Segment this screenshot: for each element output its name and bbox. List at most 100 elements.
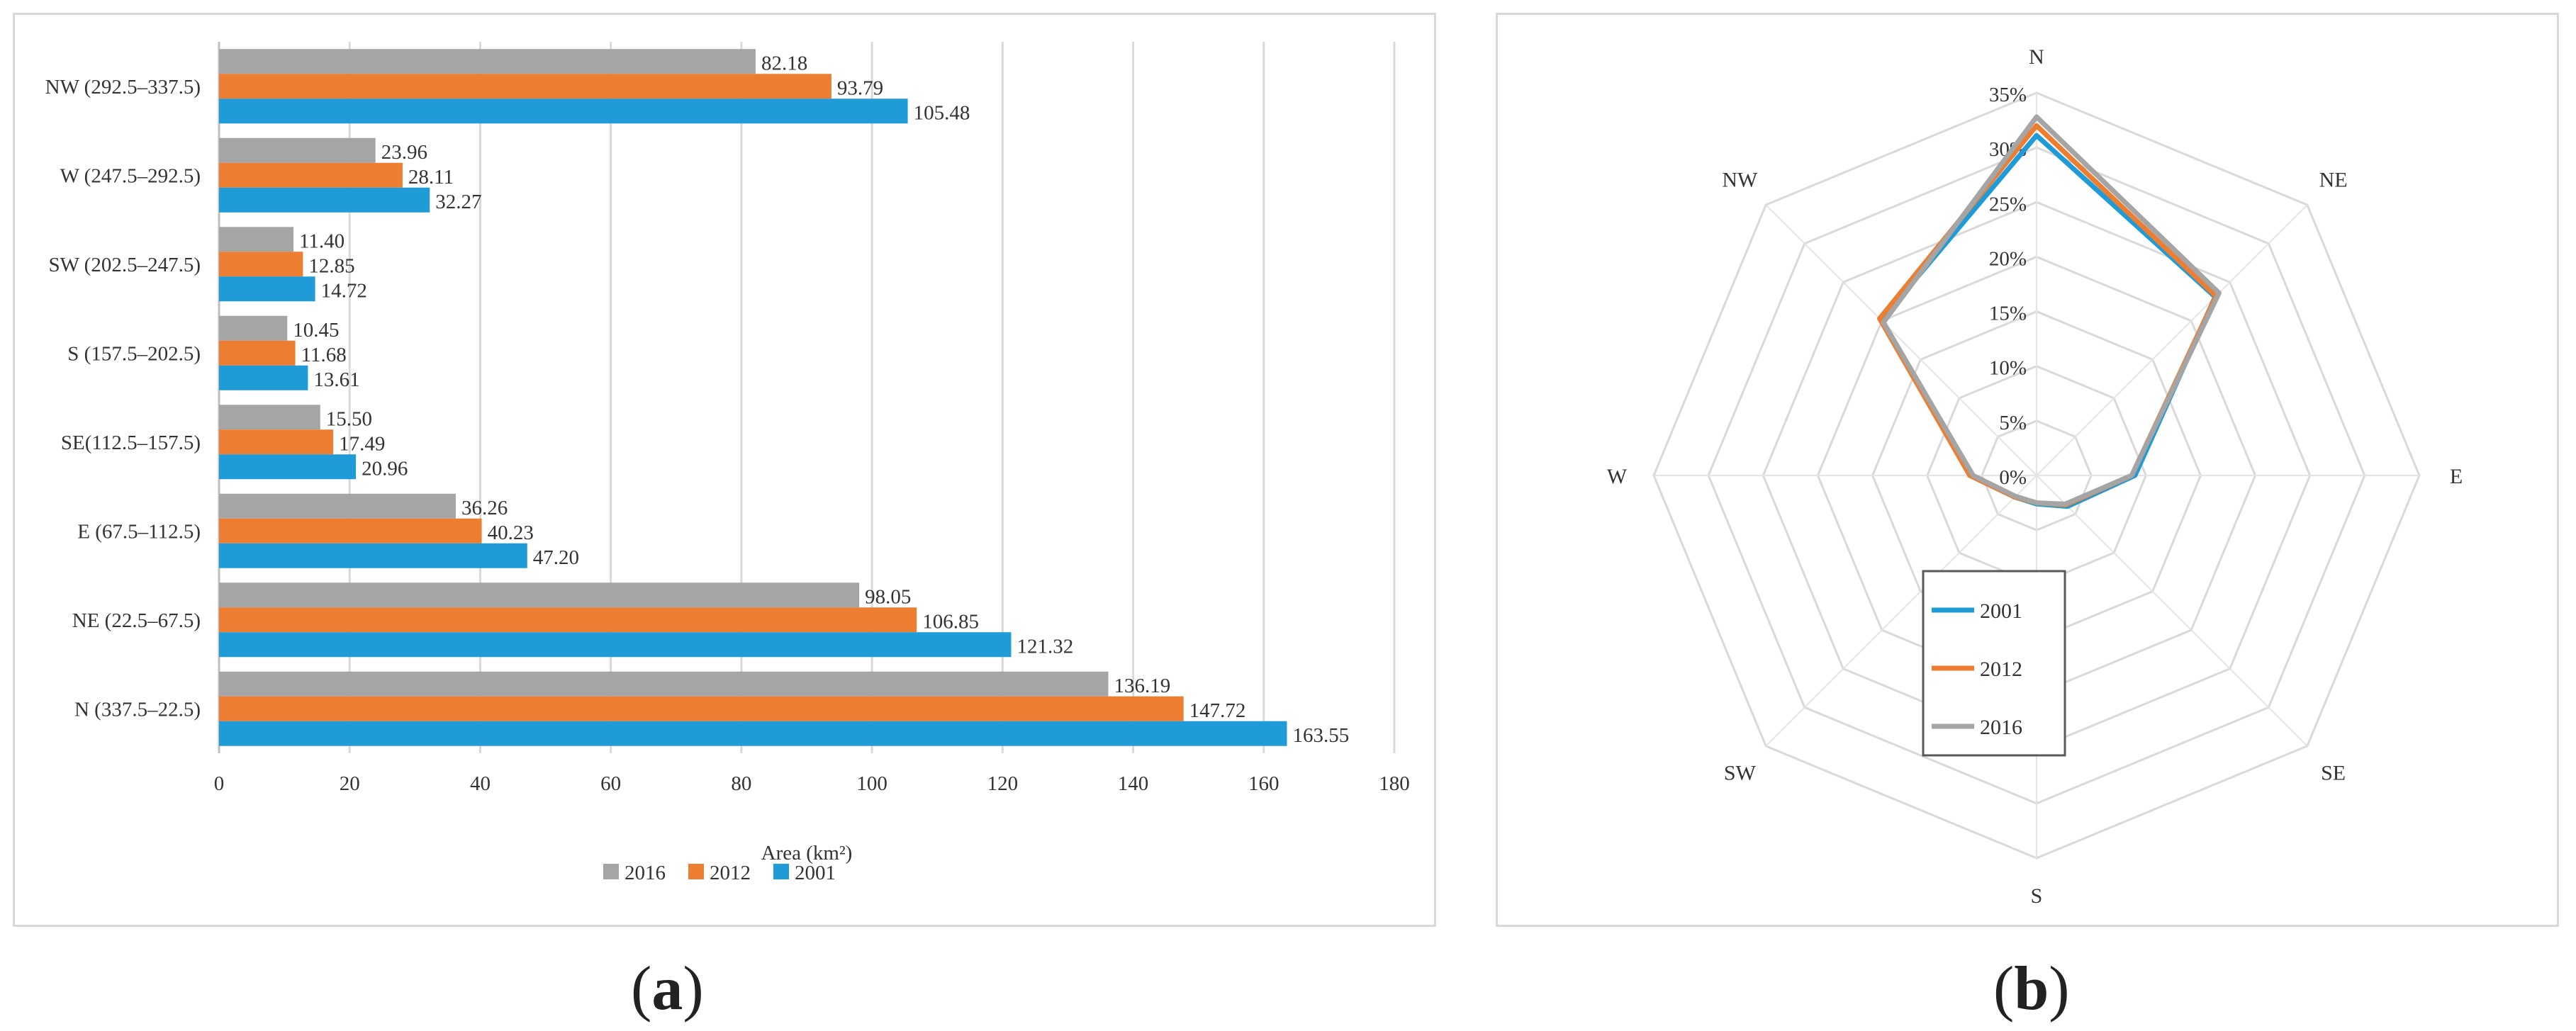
data-label: 14.72 (321, 279, 367, 302)
data-label: 11.68 (301, 344, 347, 366)
bar-2016 (219, 49, 756, 74)
radar-spoke (1765, 475, 2037, 747)
caption-a: (a) (631, 954, 704, 1023)
legend-label: 2016 (1980, 716, 2022, 739)
data-label: 32.27 (435, 191, 481, 213)
r-tick-label: 10% (1989, 357, 2027, 380)
bar-2012 (219, 74, 831, 99)
data-label: 15.50 (326, 407, 372, 430)
data-label: 47.20 (533, 546, 579, 569)
legend-swatch-2001 (773, 864, 789, 879)
category-label: NE (22.5–67.5) (72, 609, 201, 632)
radar-axis-label: W (1607, 465, 1628, 488)
data-label: 93.79 (837, 77, 883, 99)
category-label: W (247.5–292.5) (60, 164, 201, 187)
bar-chart-panel: 0 20 40 60 80 100 120 140 160 180 N (337.5–22.5) 13… (13, 13, 1436, 927)
category-label: N (337.5–22.5) (74, 698, 201, 721)
x-tick-label: 20 (340, 772, 360, 795)
bar-2012 (219, 162, 403, 188)
bar-2001 (219, 98, 908, 124)
bar-2001 (219, 543, 527, 568)
bar-chart: 0 20 40 60 80 100 120 140 160 180 N (337.5–22.5) 13… (45, 42, 1410, 884)
radar-axis-label: SE (2321, 762, 2346, 785)
legend-swatch-2016 (603, 864, 619, 879)
category-label: E (67.5–112.5) (77, 520, 201, 543)
data-label: 11.40 (299, 230, 345, 252)
data-label: 36.26 (461, 497, 508, 519)
radar-axis-label: NE (2319, 168, 2348, 191)
radar-axis-label: S (2031, 884, 2043, 908)
bar-2012 (219, 696, 1184, 721)
data-label: 98.05 (865, 585, 911, 608)
data-label: 147.72 (1189, 699, 1246, 722)
bar-2012 (219, 252, 303, 277)
bar-2016 (219, 315, 288, 341)
r-tick-label: 20% (1989, 247, 2027, 270)
data-label: 12.85 (308, 254, 354, 277)
radar-chart-panel: 0% 5% 10% 15% 20% 25% 30% 35% N NE E SE S SW W NW 2001 20… (1496, 13, 2559, 927)
data-label: 136.19 (1114, 675, 1170, 697)
bar-2016 (219, 137, 376, 163)
bar-2001 (219, 187, 430, 213)
data-label: 23.96 (381, 141, 427, 164)
legend-label: 2001 (795, 862, 836, 884)
legend-label: 2012 (1980, 658, 2022, 681)
data-label: 20.96 (362, 457, 408, 480)
bar-2016 (219, 671, 1109, 697)
data-label: 17.49 (339, 432, 385, 455)
bar-2016 (219, 582, 860, 608)
r-tick-label: 25% (1989, 193, 2027, 215)
bar-2001 (219, 454, 357, 480)
x-tick-label: 40 (470, 772, 491, 795)
x-tick-label: 60 (600, 772, 621, 795)
radar-axis-label: NW (1722, 168, 1758, 191)
legend-label: 2012 (710, 862, 751, 884)
r-tick-label: 15% (1989, 303, 2027, 325)
caption-b: (b) (1993, 954, 2070, 1023)
bar-2001 (219, 632, 1012, 658)
bar-2012 (219, 607, 917, 633)
x-tick-label: 100 (856, 772, 887, 795)
category-label: NW (292.5–337.5) (45, 76, 201, 98)
bar-2001 (219, 721, 1287, 746)
category-label: SE(112.5–157.5) (61, 432, 201, 454)
legend-label: 2016 (625, 862, 666, 884)
radar-series-2016 (1881, 114, 2222, 507)
legend-swatch-2012 (688, 864, 704, 879)
data-label: 121.32 (1017, 635, 1073, 658)
bar-2016 (219, 405, 320, 430)
bar-2001 (219, 365, 308, 390)
x-tick-label: 80 (731, 772, 751, 795)
data-label: 13.61 (313, 368, 359, 391)
radar-spoke (2036, 204, 2308, 476)
radar-axis-label: E (2450, 465, 2463, 488)
x-tick-label: 180 (1379, 772, 1410, 795)
x-tick-label: 140 (1118, 772, 1149, 795)
radar-spoke (2036, 475, 2308, 747)
category-label: S (157.5–202.5) (67, 342, 201, 365)
r-tick-label: 0% (1999, 466, 2027, 489)
x-tick-label: 120 (987, 772, 1019, 795)
r-tick-label: 35% (1989, 84, 2027, 106)
radar-axis-label: N (2029, 45, 2044, 69)
radar-axis-label: SW (1724, 762, 1757, 785)
data-label: 163.55 (1292, 724, 1349, 747)
category-label: SW (202.5–247.5) (48, 254, 201, 276)
x-tick-label: 160 (1248, 772, 1279, 795)
data-label: 28.11 (408, 166, 454, 188)
data-label: 105.48 (914, 101, 970, 124)
radar-spoke (1765, 204, 2037, 476)
legend-label: 2001 (1980, 599, 2022, 623)
data-label: 10.45 (293, 319, 339, 342)
radar-chart: 0%5%10%15%20%25%30%35%NNEESESSWWNW200120… (1607, 45, 2463, 908)
data-label: 40.23 (488, 522, 534, 544)
bar-2016 (219, 493, 456, 519)
bar-2012 (219, 340, 296, 366)
data-label: 82.18 (761, 52, 807, 74)
bar-2001 (219, 276, 315, 302)
bar-2012 (219, 429, 334, 455)
bar-2012 (219, 518, 482, 543)
data-label: 106.85 (922, 610, 979, 633)
r-tick-label: 5% (1999, 412, 2027, 434)
x-axis-title: Area (km²) (761, 842, 853, 864)
